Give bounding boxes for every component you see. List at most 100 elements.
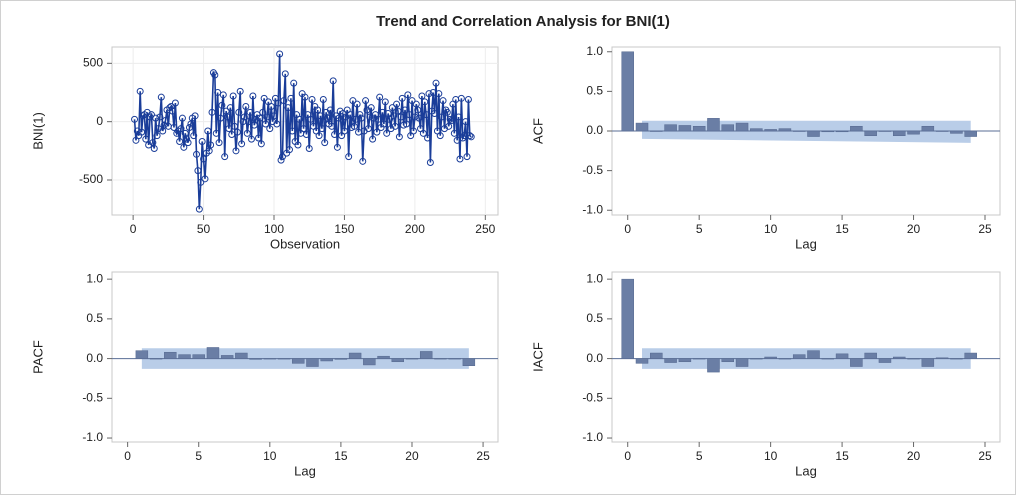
- point: [153, 132, 161, 140]
- bar: [448, 358, 461, 360]
- point: [414, 106, 422, 114]
- point: [353, 100, 361, 108]
- point: [280, 97, 288, 105]
- point: [136, 87, 144, 95]
- point: [349, 97, 357, 105]
- point: [443, 108, 451, 116]
- point: [405, 111, 413, 119]
- point: [243, 129, 251, 137]
- bar: [807, 130, 820, 137]
- bar: [178, 354, 191, 359]
- point: [376, 93, 384, 101]
- point: [319, 96, 327, 103]
- point: [350, 122, 358, 130]
- point: [160, 121, 168, 129]
- point: [397, 113, 405, 121]
- y-tick-label: -1.0: [582, 430, 603, 444]
- point: [438, 113, 446, 121]
- point: [212, 129, 220, 137]
- bar: [864, 130, 877, 137]
- point: [232, 147, 240, 155]
- point: [235, 108, 243, 116]
- y-axis-title: BNI(1): [30, 112, 45, 150]
- bar: [764, 129, 777, 132]
- point: [411, 113, 419, 121]
- point: [177, 125, 185, 133]
- point: [446, 115, 454, 123]
- bar: [405, 358, 419, 360]
- bar: [334, 358, 348, 360]
- bar: [921, 358, 935, 367]
- point: [133, 127, 141, 135]
- point: [185, 124, 193, 131]
- point: [204, 127, 212, 135]
- bar: [206, 347, 220, 359]
- point: [215, 139, 223, 147]
- point: [331, 131, 339, 138]
- bar: [850, 125, 863, 132]
- point: [286, 146, 294, 154]
- point: [362, 97, 370, 105]
- point: [432, 79, 440, 87]
- bar: [292, 358, 305, 364]
- point: [167, 103, 175, 110]
- point: [373, 128, 381, 136]
- point: [386, 115, 394, 123]
- point: [219, 91, 227, 99]
- y-axis-title: ACF: [530, 118, 545, 144]
- point: [457, 94, 465, 102]
- bar: [621, 278, 634, 359]
- y-tick-label: -1.0: [82, 430, 103, 444]
- point: [233, 128, 241, 136]
- point: [256, 114, 264, 122]
- point: [398, 94, 406, 102]
- point: [328, 122, 336, 130]
- y-tick-label: 1.0: [586, 271, 603, 285]
- bar: [249, 358, 262, 360]
- y-tick-label: -1.0: [582, 202, 603, 216]
- point: [356, 111, 364, 119]
- x-tick-label: 150: [334, 222, 354, 236]
- point: [374, 115, 382, 123]
- bar: [235, 352, 248, 359]
- point: [255, 134, 263, 142]
- x-tick-label: 0: [624, 222, 631, 236]
- bar: [792, 354, 806, 359]
- point: [231, 122, 239, 130]
- point: [300, 125, 308, 133]
- bar: [807, 350, 820, 359]
- point: [290, 79, 298, 87]
- y-axis-title: IACF: [530, 342, 545, 372]
- point: [238, 140, 246, 148]
- x-tick-label: 15: [334, 449, 348, 463]
- bar: [950, 130, 963, 134]
- bar: [678, 125, 692, 132]
- point: [321, 139, 329, 147]
- y-tick-label: -0.5: [82, 390, 103, 404]
- point: [273, 120, 281, 128]
- bar: [792, 130, 806, 132]
- bar: [377, 355, 390, 359]
- bar: [907, 358, 920, 360]
- bar: [964, 130, 977, 137]
- point: [307, 115, 315, 123]
- point: [421, 98, 429, 106]
- bar: [164, 351, 177, 359]
- x-tick-label: 20: [907, 449, 921, 463]
- point: [139, 112, 147, 120]
- point: [169, 107, 177, 115]
- point: [207, 141, 215, 149]
- point: [260, 94, 268, 102]
- bar: [721, 124, 735, 132]
- bar: [750, 358, 763, 360]
- x-tick-label: 10: [764, 222, 778, 236]
- y-tick-label: 1.0: [86, 271, 103, 285]
- bar: [821, 130, 835, 133]
- point: [383, 129, 391, 137]
- bar: [707, 118, 720, 132]
- y-tick-label: 0.0: [586, 351, 603, 365]
- x-tick-label: 15: [835, 449, 849, 463]
- point: [276, 50, 284, 58]
- x-tick-label: 250: [475, 222, 495, 236]
